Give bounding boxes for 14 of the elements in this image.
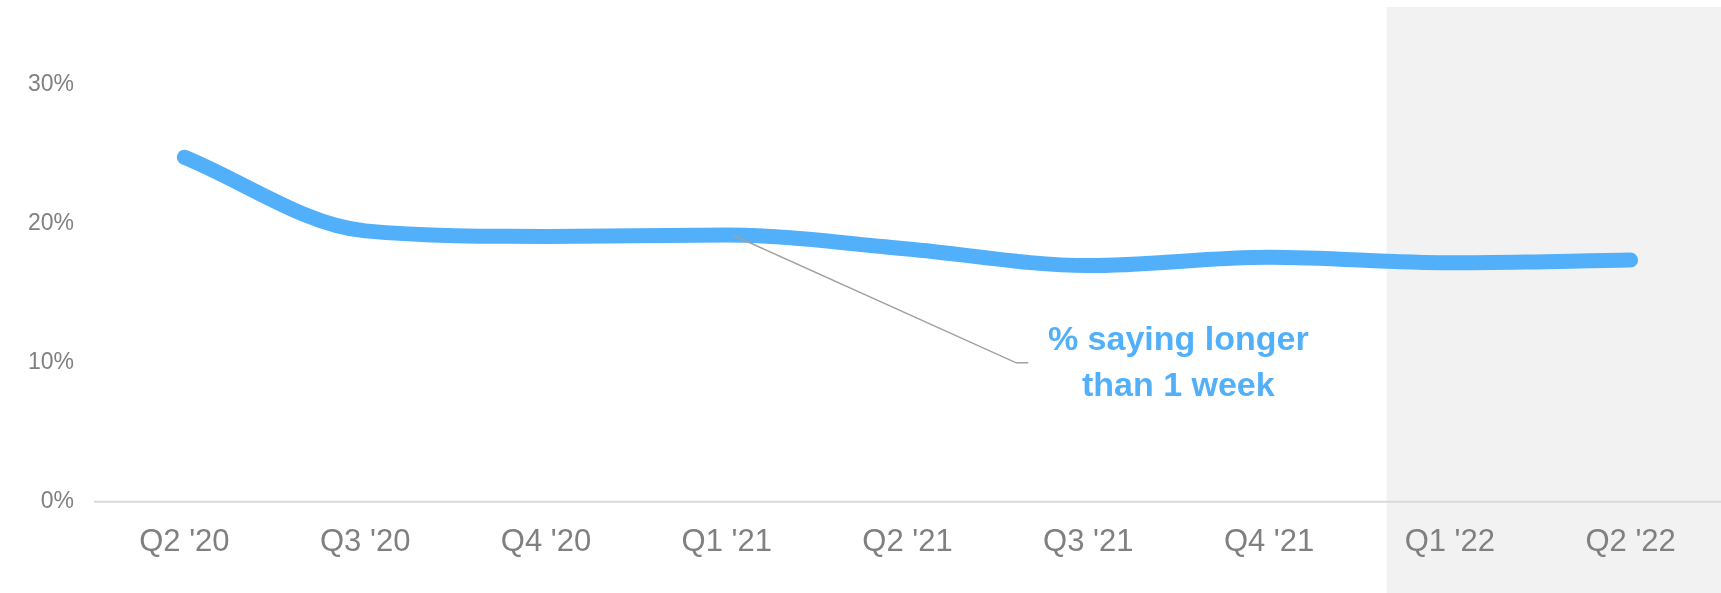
y-tick-label: 10% bbox=[27, 348, 75, 375]
x-tick-label: Q2 '20 bbox=[139, 522, 230, 558]
y-tick-label: 30% bbox=[27, 70, 75, 97]
x-tick-label: Q4 '21 bbox=[1223, 522, 1315, 558]
y-tick-label: 20% bbox=[27, 209, 75, 236]
series-label: % saying longer than 1 week bbox=[1047, 319, 1309, 404]
x-tick-label: Q2 '21 bbox=[862, 522, 953, 558]
y-tick-label: 0% bbox=[40, 487, 75, 514]
x-tick-label: Q3 '20 bbox=[320, 522, 411, 558]
x-tick-label: Q2 '22 bbox=[1585, 522, 1676, 558]
x-tick-label: Q1 '21 bbox=[681, 522, 772, 558]
x-tick-label: Q1 '22 bbox=[1404, 522, 1496, 558]
x-tick-label: Q3 '21 bbox=[1043, 522, 1134, 558]
x-tick-label: Q4 '20 bbox=[500, 522, 592, 558]
